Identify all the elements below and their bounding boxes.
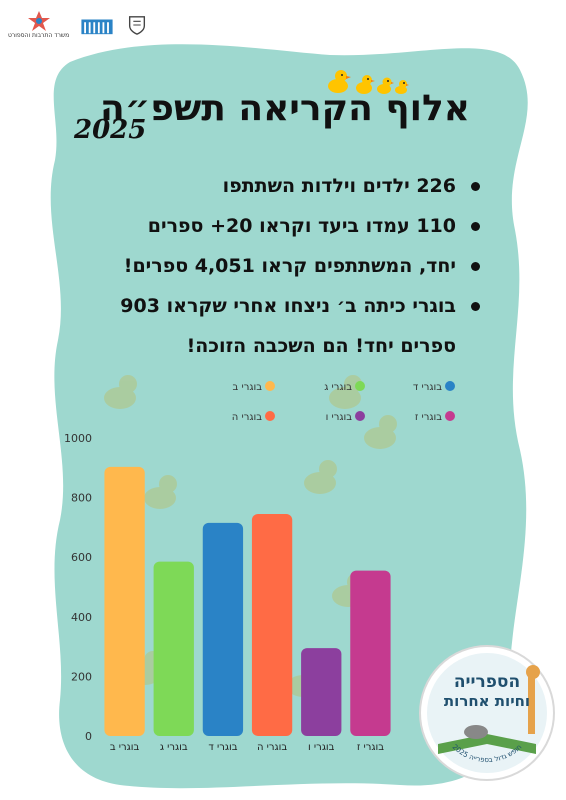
list-item: יחד, המשתתפים קראו 4,051 ספרים!: [60, 248, 480, 288]
badge-title-line1: הספרייה: [454, 672, 520, 692]
list-item: 110 עמדו ביעד וקראו 20+ ספרים: [60, 208, 480, 248]
badge-title-line2: וחיות אחרות: [444, 692, 530, 710]
legend-label: בוגרי ה: [232, 412, 262, 423]
x-tick-label: בוגרי ה: [257, 742, 287, 753]
y-tick-label: 800: [71, 492, 92, 505]
bullet-dot: [471, 302, 480, 311]
y-tick-label: 1000: [64, 432, 92, 445]
bar: [350, 570, 391, 736]
legend-label: בוגרי ד: [413, 382, 442, 393]
bar: [251, 513, 293, 736]
ministry-logo-text: משרד התרבות והספורט: [8, 32, 70, 39]
duck-icon: [328, 70, 351, 93]
legend-label: בוגרי ו: [326, 412, 353, 423]
ducks-decoration: [328, 70, 409, 94]
poster-title: אלוף הקריאה תשפ״ה: [99, 88, 470, 129]
x-axis: בוגרי ב בוגרי ג בוגרי ד בוגרי ה בוגרי ו בוגרי…: [110, 742, 384, 753]
stats-list: 226 ילדים וילדות השתתפו 110 עמדו ביעד וק…: [60, 168, 480, 372]
bar: [153, 561, 194, 736]
x-tick-label: בוגרי ד: [208, 742, 237, 753]
legend-swatch: [265, 381, 275, 391]
giraffe-head-icon: [526, 665, 540, 679]
bullet-text: בוגרי כיתה ב׳ ניצחו אחרי שקראו 903: [120, 295, 456, 317]
summer-reading-badge: הספרייה וחיות אחרות חופש גדול בספרייה 20…: [419, 645, 555, 781]
list-item: בוגרי כיתה ב׳ ניצחו אחרי שקראו 903: [60, 288, 480, 328]
x-tick-label: בוגרי ז: [357, 742, 384, 753]
bullet-dot: [471, 222, 480, 231]
y-tick-label: 600: [71, 551, 92, 564]
legend-swatch: [355, 411, 365, 421]
library-logo: [79, 14, 115, 36]
bullet-text: יחד, המשתתפים קראו 4,051 ספרים!: [123, 255, 456, 277]
municipality-logo: [125, 14, 149, 36]
poster-year: 2025: [74, 115, 147, 145]
bullet-dot: [471, 182, 480, 191]
duck-silhouette-icon: [364, 415, 397, 449]
elephant-icon: [464, 725, 488, 739]
legend-swatch: [445, 411, 455, 421]
y-axis: 0 200 400 600 800 1000: [64, 432, 92, 743]
giraffe-icon: [528, 674, 535, 734]
duck-silhouette-icon: [104, 375, 137, 409]
x-tick-label: בוגרי ג: [160, 742, 188, 753]
bar-chart: בוגרי ב בוגרי ג בוגרי ד בוגרי ה בוגרי ו בוגרי…: [64, 375, 455, 753]
duck-icon: [377, 77, 394, 94]
duck-icon: [395, 80, 409, 94]
list-item: 226 ילדים וילדות השתתפו: [60, 168, 480, 208]
list-item-continuation: ספרים יחד! הם השכבה הזוכה!: [60, 328, 480, 372]
legend-swatch: [355, 381, 365, 391]
star-icon: [27, 11, 50, 31]
bullet-text: 110 עמדו ביעד וקראו 20+ ספרים: [147, 215, 456, 237]
bar: [202, 522, 244, 736]
y-tick-label: 200: [71, 670, 92, 683]
legend-label: בוגרי ב: [233, 382, 263, 393]
open-book-icon: [438, 734, 536, 754]
y-tick-label: 0: [85, 730, 92, 743]
bars: [104, 466, 391, 736]
logo-strip: משרד התרבות והספורט: [8, 10, 149, 39]
legend-label: בוגרי ג: [324, 382, 352, 393]
city-emblem-icon: [129, 15, 146, 35]
duck-silhouette-icon: [304, 460, 337, 494]
legend-swatch: [265, 411, 275, 421]
x-tick-label: בוגרי ו: [308, 742, 335, 753]
ministry-logo: משרד התרבות והספורט: [8, 10, 69, 39]
library-building-icon: [81, 19, 113, 34]
bullet-text: ספרים יחד! הם השכבה הזוכה!: [186, 335, 456, 357]
x-tick-label: בוגרי ב: [110, 742, 140, 753]
legend-swatch: [445, 381, 455, 391]
duck-icon: [356, 75, 375, 94]
bullet-dot: [471, 262, 480, 271]
bar: [301, 648, 342, 736]
y-tick-label: 400: [71, 611, 92, 624]
legend-label: בוגרי ז: [415, 412, 442, 423]
bar: [104, 466, 145, 736]
bullet-text: 226 ילדים וילדות השתתפו: [222, 175, 456, 197]
chart-legend: בוגרי ב בוגרי ג בוגרי ד בוגרי ה בוגרי ו בוגרי…: [232, 381, 455, 423]
duck-silhouette-icon: [144, 475, 177, 509]
